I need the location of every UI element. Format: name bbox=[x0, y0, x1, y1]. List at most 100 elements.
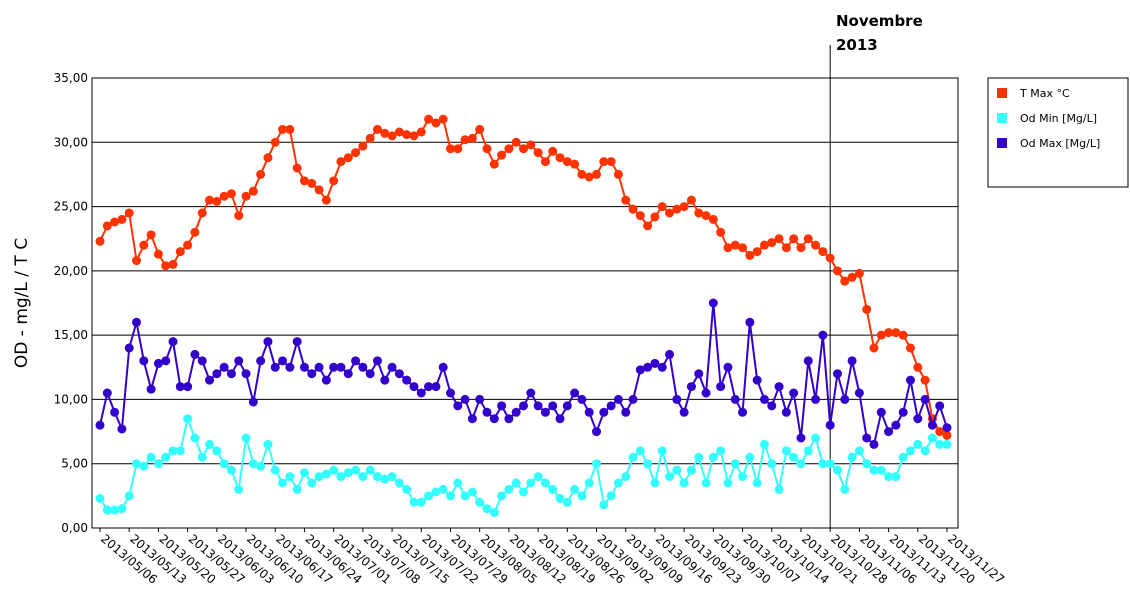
data-point bbox=[665, 349, 675, 359]
data-point bbox=[226, 465, 236, 475]
data-point bbox=[840, 394, 850, 404]
data-point bbox=[650, 478, 660, 488]
data-point bbox=[862, 304, 872, 314]
data-point bbox=[650, 358, 660, 368]
data-point bbox=[351, 148, 361, 158]
data-point bbox=[424, 382, 434, 392]
data-point bbox=[942, 423, 952, 433]
data-point bbox=[351, 465, 361, 475]
data-point bbox=[599, 157, 609, 167]
data-point bbox=[329, 176, 339, 186]
data-point bbox=[256, 169, 266, 179]
data-point bbox=[175, 446, 185, 456]
data-point bbox=[132, 459, 142, 469]
data-point bbox=[519, 401, 528, 411]
data-point bbox=[358, 472, 368, 482]
data-point bbox=[270, 137, 280, 147]
data-point bbox=[438, 114, 448, 124]
data-point bbox=[884, 328, 894, 338]
data-point bbox=[139, 461, 149, 471]
data-point bbox=[124, 208, 134, 218]
data-point bbox=[124, 491, 134, 501]
data-point bbox=[584, 407, 594, 417]
data-point bbox=[847, 452, 857, 462]
data-point bbox=[380, 474, 390, 484]
data-point bbox=[336, 157, 346, 167]
data-point bbox=[380, 375, 390, 385]
data-point bbox=[183, 240, 193, 250]
data-point bbox=[153, 358, 163, 368]
data-point bbox=[343, 468, 353, 478]
data-point bbox=[935, 439, 945, 449]
data-point bbox=[146, 452, 156, 462]
data-point bbox=[489, 508, 499, 518]
data-point bbox=[876, 465, 886, 475]
plot-border bbox=[91, 77, 959, 529]
data-point bbox=[205, 375, 215, 385]
data-point bbox=[351, 356, 361, 366]
data-point bbox=[475, 394, 485, 404]
legend-swatch bbox=[997, 88, 1007, 98]
data-point bbox=[175, 382, 185, 392]
data-point bbox=[548, 146, 558, 156]
data-point bbox=[387, 131, 397, 141]
data-point bbox=[679, 202, 689, 212]
data-point bbox=[519, 144, 528, 154]
data-point bbox=[752, 247, 762, 257]
data-point bbox=[102, 221, 112, 231]
data-point bbox=[409, 382, 419, 392]
y-tick-label: 10,00 bbox=[54, 392, 88, 406]
data-point bbox=[708, 214, 718, 224]
data-point bbox=[402, 484, 412, 494]
data-point bbox=[577, 491, 587, 501]
data-point bbox=[730, 394, 740, 404]
data-point bbox=[132, 256, 142, 266]
data-point bbox=[416, 127, 426, 137]
data-point bbox=[190, 349, 200, 359]
data-point bbox=[285, 472, 295, 482]
data-point bbox=[562, 157, 572, 167]
data-point bbox=[453, 478, 463, 488]
data-point bbox=[321, 195, 331, 205]
data-point bbox=[402, 130, 412, 140]
data-point bbox=[431, 118, 441, 128]
y-tick-label: 15,00 bbox=[54, 328, 88, 342]
data-point bbox=[394, 478, 404, 488]
data-point bbox=[139, 240, 149, 250]
data-point bbox=[555, 493, 565, 503]
data-point bbox=[329, 465, 339, 475]
data-point bbox=[278, 478, 288, 488]
data-point bbox=[708, 452, 718, 462]
data-point bbox=[533, 148, 543, 158]
data-point bbox=[789, 452, 799, 462]
data-point bbox=[212, 196, 222, 206]
data-point bbox=[234, 356, 244, 366]
legend-swatch bbox=[997, 138, 1007, 148]
data-point bbox=[825, 420, 835, 430]
data-point bbox=[475, 497, 485, 507]
series bbox=[95, 114, 952, 440]
data-point bbox=[372, 472, 382, 482]
data-point bbox=[482, 504, 492, 514]
data-point bbox=[628, 204, 638, 214]
data-point bbox=[132, 317, 142, 327]
data-point bbox=[212, 369, 222, 379]
data-point bbox=[686, 382, 696, 392]
data-point bbox=[504, 414, 514, 424]
data-point bbox=[694, 208, 704, 218]
data-point bbox=[292, 484, 302, 494]
data-point bbox=[869, 465, 879, 475]
data-point bbox=[336, 472, 346, 482]
data-point bbox=[548, 484, 558, 494]
data-point bbox=[599, 407, 609, 417]
data-point bbox=[372, 356, 382, 366]
data-point bbox=[234, 211, 244, 221]
data-point bbox=[445, 144, 455, 154]
data-point bbox=[643, 221, 653, 231]
series bbox=[95, 298, 952, 449]
data-point bbox=[431, 382, 441, 392]
data-point bbox=[606, 157, 616, 167]
data-point bbox=[314, 362, 324, 372]
data-point bbox=[278, 356, 288, 366]
data-point bbox=[168, 337, 178, 347]
